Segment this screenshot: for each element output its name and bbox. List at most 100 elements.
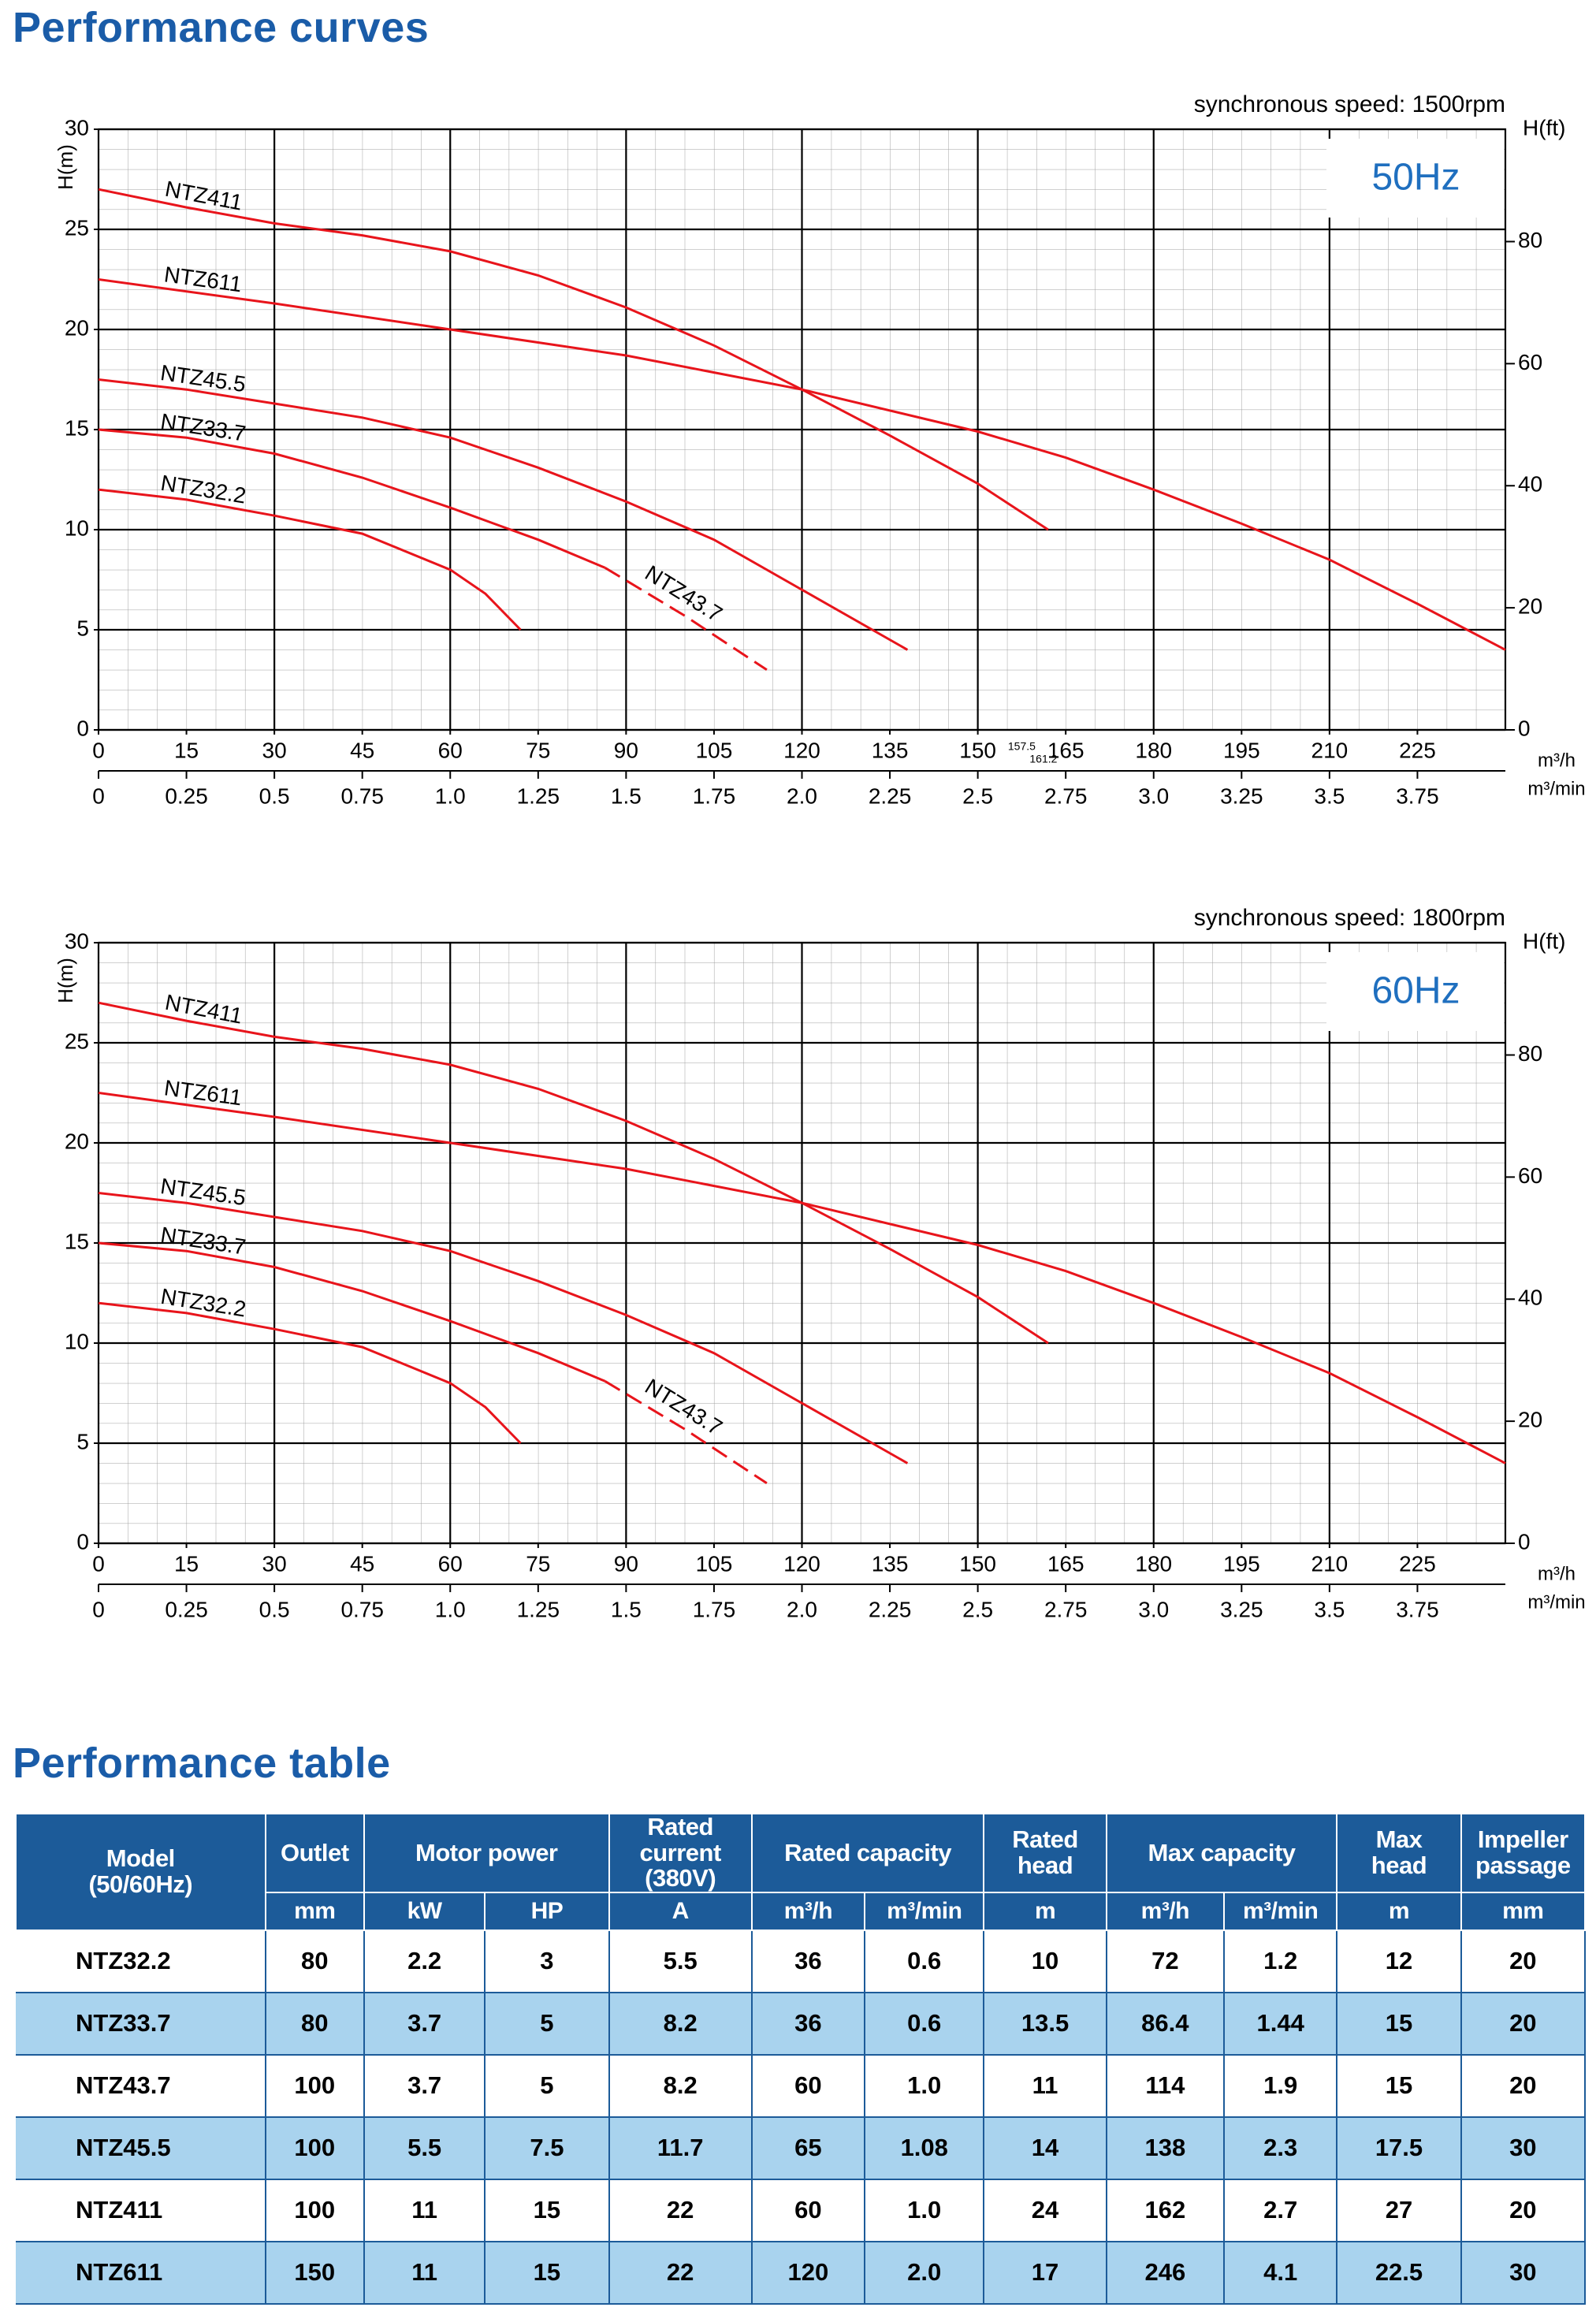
x2-tick-label: 0.5 xyxy=(259,1597,290,1621)
value-cell: 15 xyxy=(485,2179,610,2242)
x-tick-label: 30 xyxy=(262,1551,287,1576)
value-cell: 10 xyxy=(984,1930,1107,1993)
curve xyxy=(604,567,768,672)
y-tick-label: 20 xyxy=(65,1129,89,1153)
chart-subtitle: synchronous speed: 1500rpm xyxy=(1194,91,1505,117)
value-cell: 27 xyxy=(1337,2179,1462,2242)
value-cell: 14 xyxy=(984,2116,1107,2180)
x-tick-label: 180 xyxy=(1135,738,1172,762)
y-tick-label: 5 xyxy=(76,616,89,640)
x-tick-label: 0 xyxy=(92,1551,105,1576)
value-cell: 2.3 xyxy=(1224,2116,1338,2180)
value-cell: 15 xyxy=(1337,2054,1462,2118)
y2-tick-label: 0 xyxy=(1518,1529,1531,1554)
curve xyxy=(98,378,909,651)
unit-header: HP xyxy=(484,1891,610,1931)
value-cell: 12 xyxy=(1337,1930,1462,1993)
model-cell: NTZ32.2 xyxy=(16,1930,266,1993)
y-tick-label: 30 xyxy=(65,115,89,140)
x2-tick-label: 2.75 xyxy=(1044,1597,1088,1621)
header-row: Model (50/60Hz) Outlet Motor power Rated cu… xyxy=(15,1813,1587,1931)
x-tick-label: 210 xyxy=(1311,1551,1349,1576)
x2-tick-label: 0 xyxy=(92,1597,105,1621)
value-cell: 15 xyxy=(1337,1992,1462,2056)
x-tick-label: 195 xyxy=(1223,738,1260,762)
value-cell: 72 xyxy=(1106,1930,1226,1993)
x2-tick-label: 1.0 xyxy=(435,1597,466,1621)
value-cell: 3.7 xyxy=(363,2054,486,2118)
x-tick-label: 150 xyxy=(959,738,996,762)
column-header: Rated head xyxy=(983,1813,1107,1893)
section-heading: Performance curves xyxy=(13,4,430,51)
y2-tick-label: 0 xyxy=(1518,716,1531,740)
value-cell: 36 xyxy=(751,1930,866,1993)
value-cell: 2.7 xyxy=(1224,2179,1338,2242)
value-cell: 5.5 xyxy=(608,1930,753,1993)
x-tick-label: 180 xyxy=(1135,1551,1172,1576)
x-tick-label: 120 xyxy=(783,738,820,762)
y-tick-label: 0 xyxy=(76,716,89,740)
x2-tick-label: 3.25 xyxy=(1220,783,1263,808)
value-cell: 120 xyxy=(751,2241,866,2305)
x2-tick-label: 2.0 xyxy=(787,783,817,808)
x-annotation: 161.2 xyxy=(1029,753,1057,765)
y-tick-label: 0 xyxy=(76,1529,89,1554)
value-cell: 22 xyxy=(608,2179,753,2242)
frequency-label: 50Hz xyxy=(1371,157,1460,199)
unit-header: m³/h xyxy=(750,1891,866,1931)
y-tick-label: 25 xyxy=(65,215,89,240)
column-header: Rated current (380V) xyxy=(608,1813,753,1893)
y-tick-label: 15 xyxy=(65,1229,89,1253)
value-cell: 1.08 xyxy=(865,2116,985,2180)
x-tick-label: 165 xyxy=(1047,1551,1084,1576)
x2-tick-label: 0.75 xyxy=(340,783,384,808)
value-cell: 1.44 xyxy=(1224,1992,1338,2056)
y2-tick-label: 20 xyxy=(1518,1408,1542,1432)
y-tick-label: 5 xyxy=(76,1429,89,1453)
value-cell: 11 xyxy=(984,2054,1107,2118)
x-tick-label: 135 xyxy=(872,738,909,762)
model-cell: NTZ43.7 xyxy=(16,2054,266,2118)
value-cell: 20 xyxy=(1460,1992,1587,2056)
value-cell: 5 xyxy=(485,1992,610,2056)
unit-header: m xyxy=(983,1891,1107,1931)
unit-header: kW xyxy=(363,1891,486,1931)
x2-tick-label: 3.25 xyxy=(1220,1597,1263,1621)
x2-tick-label: 3.0 xyxy=(1138,783,1169,808)
value-cell: 3 xyxy=(485,1930,610,1993)
performance-chart: 0 5 10 15 20 25 30 H(m) 0 20 40 60 80 H(ft) synchronou… xyxy=(54,905,1586,1621)
x2-tick-label: 1.75 xyxy=(693,783,736,808)
y2-tick-label: 60 xyxy=(1518,1163,1542,1188)
value-cell: 100 xyxy=(265,2116,365,2180)
x2-tick-label: 0.75 xyxy=(340,1597,384,1621)
value-cell: 17 xyxy=(984,2241,1107,2305)
y-tick-label: 15 xyxy=(65,415,89,440)
value-cell: 30 xyxy=(1460,2241,1587,2305)
y-tick-label: 10 xyxy=(65,515,89,540)
value-cell: 138 xyxy=(1106,2116,1226,2180)
x-tick-label: 105 xyxy=(696,1551,733,1576)
x-tick-label: 60 xyxy=(438,738,463,762)
unit-header: mm xyxy=(264,1891,365,1931)
column-header: Impeller passage xyxy=(1460,1813,1587,1893)
value-cell: 17.5 xyxy=(1337,2116,1462,2180)
value-cell: 4.1 xyxy=(1224,2241,1338,2305)
value-cell: 13.5 xyxy=(984,1992,1107,2056)
value-cell: 36 xyxy=(751,1992,866,2056)
unit-header: mm xyxy=(1460,1891,1587,1931)
y-tick-label: 25 xyxy=(65,1029,89,1053)
x-axis-label: m³/h xyxy=(1538,1563,1576,1584)
x2-tick-label: 2.0 xyxy=(787,1597,817,1621)
model-cell: NTZ45.5 xyxy=(16,2116,266,2180)
curve xyxy=(98,488,522,631)
x-tick-label: 165 xyxy=(1047,738,1084,762)
value-cell: 8.2 xyxy=(608,1992,753,2056)
table-row: NTZ43.7 100 3.7 5 8.2 60 1.0 11 114 1.9 15 20 xyxy=(16,2054,1587,2118)
value-cell: 20 xyxy=(1460,2179,1587,2242)
x2-tick-label: 0.25 xyxy=(165,783,208,808)
y-tick-label: 30 xyxy=(65,928,89,953)
x-tick-label: 45 xyxy=(350,1551,374,1576)
frequency-label: 60Hz xyxy=(1371,970,1460,1012)
value-cell: 7.5 xyxy=(485,2116,610,2180)
value-cell: 3.7 xyxy=(363,1992,486,2056)
